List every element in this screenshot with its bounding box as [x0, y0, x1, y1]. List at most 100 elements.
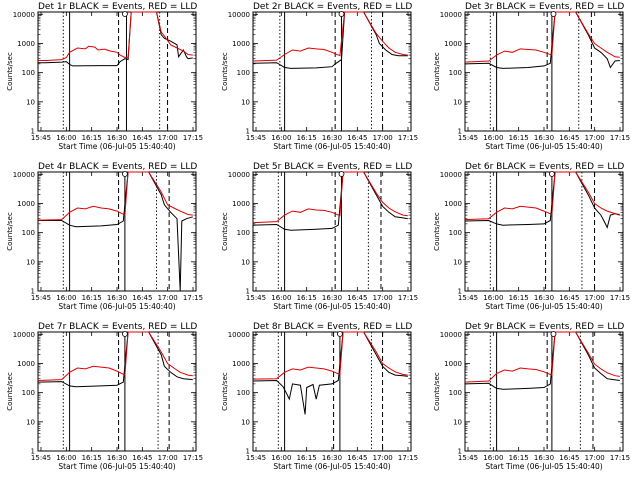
plot-frame: [252, 171, 412, 292]
series-lld: [252, 331, 408, 380]
plot-frame: [37, 171, 197, 292]
y-tick-label: 1: [246, 448, 250, 456]
x-tick-label: 17:00: [585, 294, 605, 302]
y-tick-label: 1000: [17, 360, 35, 368]
chart-panel: Det 8r BLACK = Events, RED = LLD 1 10 100 10…: [221, 322, 418, 471]
series-lld: [37, 331, 193, 381]
x-axis-label: Start Time (06-Jul-05 15:40:40): [273, 302, 390, 311]
x-axis-label: Start Time (06-Jul-05 15:40:40): [485, 462, 602, 471]
y-tick-label: 10000: [228, 171, 250, 179]
y-tick-label: 100: [237, 389, 250, 397]
y-tick-label: 1000: [232, 200, 250, 208]
x-tick-label: 17:00: [585, 134, 605, 142]
y-tick-label: 100: [449, 69, 462, 77]
x-tick-label: 16:30: [322, 294, 342, 302]
y-tick-label: 1000: [232, 360, 250, 368]
chart-panel: Det 5r BLACK = Events, RED = LLD 1 10 100 10…: [221, 162, 418, 311]
y-tick-label: 1: [458, 448, 462, 456]
x-tick-label: 17:15: [183, 454, 203, 462]
series-events: [252, 11, 408, 69]
x-tick-label: 16:15: [509, 294, 529, 302]
x-tick-label: 16:30: [534, 134, 554, 142]
x-tick-label: 16:15: [509, 134, 529, 142]
y-tick-label: 10000: [13, 171, 35, 179]
y-axis-label: Counts/sec: [433, 372, 441, 411]
x-tick-label: 16:45: [559, 134, 579, 142]
x-tick-label: 17:15: [610, 454, 630, 462]
x-tick-label: 15:45: [458, 134, 478, 142]
x-tick-label: 17:15: [398, 294, 418, 302]
x-tick-label: 16:30: [107, 294, 127, 302]
x-tick-label: 17:15: [610, 294, 630, 302]
chart-panel: Det 9r BLACK = Events, RED = LLD 1 10 100 10…: [433, 322, 630, 471]
y-tick-label: 1: [458, 128, 462, 136]
y-tick-label: 10: [241, 98, 250, 106]
x-axis-label: Start Time (06-Jul-05 15:40:40): [58, 462, 175, 471]
x-tick-label: 15:45: [246, 294, 266, 302]
x-axis-label: Start Time (06-Jul-05 15:40:40): [273, 462, 390, 471]
series-lld: [464, 11, 620, 63]
y-tick-label: 1000: [444, 200, 462, 208]
x-tick-label: 17:15: [398, 454, 418, 462]
y-axis-label: Counts/sec: [6, 52, 14, 91]
x-tick-label: 16:30: [534, 294, 554, 302]
chart-title: Det 5r BLACK = Events, RED = LLD: [253, 162, 412, 172]
x-tick-label: 16:00: [56, 454, 76, 462]
y-tick-label: 1: [458, 288, 462, 296]
x-tick-label: 16:45: [347, 294, 367, 302]
plot-frame: [464, 171, 624, 292]
y-tick-label: 100: [22, 229, 35, 237]
y-tick-label: 1: [31, 448, 35, 456]
x-tick-label: 16:45: [132, 294, 152, 302]
marker-circle: [338, 171, 345, 177]
plot-frame: [37, 11, 197, 132]
chart-panel: Det 2r BLACK = Events, RED = LLD 1 10 100 10…: [221, 2, 418, 151]
x-tick-label: 15:45: [31, 294, 51, 302]
y-tick-label: 1000: [444, 40, 462, 48]
y-tick-label: 100: [237, 69, 250, 77]
marker-circle: [550, 331, 557, 337]
y-tick-label: 10: [241, 418, 250, 426]
y-tick-label: 10000: [440, 11, 462, 19]
y-tick-label: 1000: [444, 360, 462, 368]
x-axis-label: Start Time (06-Jul-05 15:40:40): [273, 142, 390, 151]
y-tick-label: 10: [241, 258, 250, 266]
x-tick-label: 16:30: [322, 454, 342, 462]
y-tick-label: 100: [449, 389, 462, 397]
chart-title: Det 3r BLACK = Events, RED = LLD: [465, 2, 624, 12]
series-lld: [37, 171, 193, 221]
y-tick-label: 10000: [440, 331, 462, 339]
x-axis-label: Start Time (06-Jul-05 15:40:40): [485, 302, 602, 311]
y-axis-label: Counts/sec: [221, 212, 229, 251]
x-tick-label: 16:45: [559, 294, 579, 302]
x-axis-label: Start Time (06-Jul-05 15:40:40): [485, 142, 602, 151]
y-tick-label: 1000: [17, 40, 35, 48]
y-tick-label: 100: [22, 69, 35, 77]
chart-panel: Det 1r BLACK = Events, RED = LLD 1 10 100 10…: [6, 2, 203, 151]
x-tick-label: 17:00: [373, 134, 393, 142]
x-tick-label: 16:15: [297, 134, 317, 142]
x-tick-label: 16:15: [82, 134, 102, 142]
y-tick-label: 100: [449, 229, 462, 237]
x-tick-label: 16:00: [271, 454, 291, 462]
chart-title: Det 9r BLACK = Events, RED = LLD: [465, 322, 624, 332]
y-tick-label: 10: [26, 418, 35, 426]
x-tick-label: 16:00: [483, 294, 503, 302]
series-lld: [38, 11, 193, 61]
y-axis-label: Counts/sec: [6, 212, 14, 251]
chart-title: Det 8r BLACK = Events, RED = LLD: [253, 322, 412, 332]
x-tick-label: 15:45: [458, 294, 478, 302]
plot-frame: [464, 11, 624, 132]
x-tick-label: 17:00: [158, 454, 178, 462]
x-tick-label: 16:15: [82, 454, 102, 462]
y-tick-label: 100: [22, 389, 35, 397]
x-tick-label: 16:15: [509, 454, 529, 462]
y-tick-label: 10000: [228, 331, 250, 339]
x-tick-label: 16:30: [534, 454, 554, 462]
y-axis-label: Counts/sec: [221, 52, 229, 91]
y-tick-label: 1: [31, 288, 35, 296]
marker-circle: [338, 11, 345, 17]
series-lld: [252, 171, 408, 224]
x-tick-label: 15:45: [458, 454, 478, 462]
x-tick-label: 16:00: [271, 294, 291, 302]
